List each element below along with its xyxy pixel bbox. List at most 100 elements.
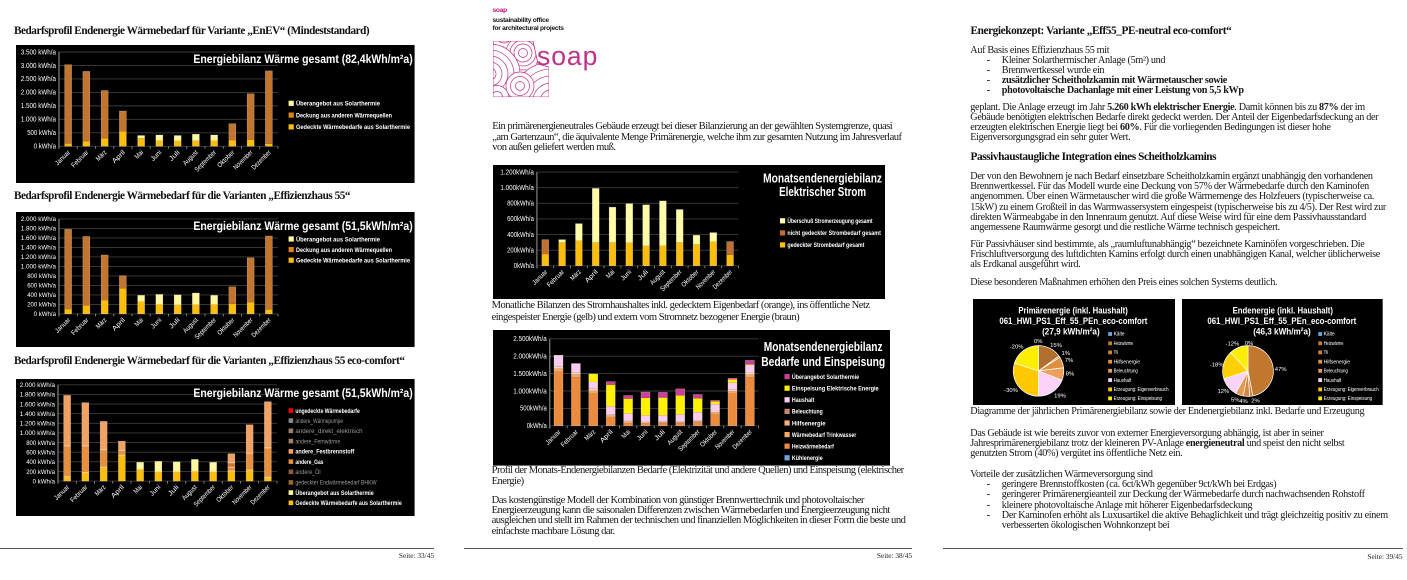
svg-text:Deckung aus anderen Wärmequell: Deckung aus anderen Wärmequellen: [296, 112, 392, 119]
svg-text:0%: 0%: [1034, 339, 1043, 345]
svg-text:8%: 8%: [1066, 372, 1075, 378]
svg-text:12%: 12%: [1218, 389, 1231, 395]
svg-text:ungedeckte Wärmebedarfe: ungedeckte Wärmebedarfe: [295, 408, 360, 415]
svg-text:200 kWh/a: 200 kWh/a: [27, 301, 56, 308]
svg-text:4%: 4%: [1239, 399, 1248, 405]
svg-text:Gedeckte Wärmebedarfe aus Sola: Gedeckte Wärmebedarfe aus Solarthermie: [295, 500, 402, 507]
svg-text:19%: 19%: [1054, 394, 1067, 400]
svg-text:47%: 47%: [1275, 367, 1288, 373]
svg-text:Haushalt: Haushalt: [1324, 378, 1342, 384]
svg-text:Endenergie (inkl. Haushalt): Endenergie (inkl. Haushalt): [1233, 306, 1333, 317]
svg-text:Energiebilanz Wärme gesamt (51: Energiebilanz Wärme gesamt (51,5kWh/m²a): [193, 220, 412, 233]
svg-text:Gedeckte Wärmebedarfe aus Sola: Gedeckte Wärmebedarfe aus Solarthermie: [296, 124, 410, 131]
svg-text:-12%: -12%: [1226, 342, 1240, 348]
svg-text:(27,9 kWh/m²a): (27,9 kWh/m²a): [1042, 327, 1100, 338]
svg-text:1.500kWh/a: 1.500kWh/a: [513, 371, 547, 378]
svg-text:Kühlenergie: Kühlenergie: [792, 455, 823, 462]
svg-text:andere_Öl: andere_Öl: [295, 468, 320, 476]
svg-text:7%: 7%: [1065, 358, 1074, 364]
svg-text:200kWh/a: 200kWh/a: [507, 247, 534, 254]
svg-text:Elektrischer Strom: Elektrischer Strom: [779, 183, 866, 198]
svg-text:Einspeisung Elektrische Energi: Einspeisung Elektrische Energie: [792, 386, 879, 393]
svg-text:800 kWh/a: 800 kWh/a: [26, 440, 55, 447]
svg-text:3.500 kWh/a: 3.500 kWh/a: [21, 49, 56, 56]
svg-text:800kWh/a: 800kWh/a: [507, 200, 534, 207]
svg-text:1.400 kWh/a: 1.400 kWh/a: [21, 244, 57, 251]
svg-text:Primärenergie (inkl. Haushalt): Primärenergie (inkl. Haushalt): [1018, 306, 1127, 317]
svg-text:Mai: Mai: [134, 316, 146, 328]
svg-text:2.000 kWh/a: 2.000 kWh/a: [21, 216, 57, 223]
svg-text:1.000 kWh/a: 1.000 kWh/a: [21, 116, 56, 123]
svg-text:Beleuchtung: Beleuchtung: [1114, 369, 1138, 375]
svg-text:3.000 kWh/a: 3.000 kWh/a: [21, 62, 56, 69]
svg-text:Kälte: Kälte: [1324, 332, 1335, 338]
svg-text:15%: 15%: [1050, 343, 1063, 349]
svg-text:Mai: Mai: [134, 149, 146, 161]
svg-text:Hilfsenergie: Hilfsenergie: [1114, 359, 1140, 365]
svg-text:Mai: Mai: [133, 484, 145, 496]
svg-text:Hilfsenergie: Hilfsenergie: [792, 421, 826, 428]
svg-text:1.200 kWh/a: 1.200 kWh/a: [20, 421, 56, 428]
svg-text:400 kWh/a: 400 kWh/a: [26, 460, 55, 467]
svg-text:nicht gedeckter Strombedarf ge: nicht gedeckter Strombedarf gesamt: [787, 230, 881, 237]
svg-text:TW: TW: [1114, 350, 1118, 356]
svg-text:1.400 kWh/a: 1.400 kWh/a: [20, 411, 56, 418]
svg-text:Haushalt: Haushalt: [1114, 378, 1132, 384]
svg-text:1.600 kWh/a: 1.600 kWh/a: [21, 235, 57, 242]
svg-text:Deckung aus anderen Wärmequell: Deckung aus anderen Wärmequellen: [296, 247, 392, 254]
svg-text:0%: 0%: [1245, 341, 1254, 347]
svg-text:400 kWh/a: 400 kWh/a: [27, 292, 56, 299]
svg-text:2.000 kWh/a: 2.000 kWh/a: [20, 382, 56, 389]
svg-text:Monatsendenergiebilanz: Monatsendenergiebilanz: [764, 339, 883, 354]
svg-text:andere_Fernwärme: andere_Fernwärme: [295, 439, 340, 446]
svg-text:Überschuß Stromerzeugung gesam: Überschuß Stromerzeugung gesamt: [787, 216, 873, 225]
svg-text:061_HWI_PS1_Eff_55_PEn_eco-com: 061_HWI_PS1_Eff_55_PEn_eco-comfort: [1207, 316, 1357, 327]
svg-text:2.000 kWh/a: 2.000 kWh/a: [21, 89, 56, 96]
svg-text:Beleuchtung: Beleuchtung: [792, 409, 823, 416]
svg-text:1.000kWh/a: 1.000kWh/a: [513, 389, 547, 396]
svg-text:2%: 2%: [1251, 399, 1260, 405]
svg-text:0 kWh/a: 0 kWh/a: [34, 311, 57, 318]
svg-text:Haushalt: Haushalt: [792, 397, 815, 404]
svg-text:Beleuchtung: Beleuchtung: [1324, 368, 1348, 374]
svg-text:-30%: -30%: [1004, 388, 1019, 394]
svg-text:1.200 kWh/a: 1.200 kWh/a: [21, 254, 57, 261]
svg-text:Heizwärme: Heizwärme: [1324, 341, 1344, 347]
svg-text:1.800 kWh/a: 1.800 kWh/a: [21, 225, 57, 232]
svg-text:061_HWI_PS1_Eff_55_PEn_eco-com: 061_HWI_PS1_Eff_55_PEn_eco-comfort: [999, 316, 1148, 327]
svg-text:andere_Gas: andere_Gas: [295, 459, 323, 466]
svg-text:-20%: -20%: [1010, 345, 1025, 351]
svg-text:1.600 kWh/a: 1.600 kWh/a: [20, 402, 56, 409]
svg-text:-18%: -18%: [1210, 363, 1224, 369]
svg-text:500 kWh/a: 500 kWh/a: [27, 130, 56, 137]
svg-text:gedeckter Strombedarf gesamt: gedeckter Strombedarf gesamt: [787, 242, 865, 249]
svg-text:Mai: Mai: [605, 268, 617, 280]
svg-text:600kWh/a: 600kWh/a: [507, 216, 534, 223]
svg-text:1.200kWh/a: 1.200kWh/a: [500, 169, 534, 176]
svg-text:Erzeugung: Eigenverbrauch: Erzeugung: Eigenverbrauch: [1324, 387, 1379, 393]
svg-text:Hilfsenergie: Hilfsenergie: [1324, 359, 1350, 365]
svg-text:Heizwärmebedarf: Heizwärmebedarf: [792, 444, 835, 451]
svg-text:Bedarfe und Einspeisung: Bedarfe und Einspeisung: [761, 354, 885, 369]
svg-text:0kWh/a: 0kWh/a: [526, 423, 546, 430]
svg-text:0kWh/a: 0kWh/a: [514, 263, 534, 270]
svg-text:400kWh/a: 400kWh/a: [507, 232, 534, 239]
svg-text:TW: TW: [1324, 350, 1328, 356]
svg-text:1.000 kWh/a: 1.000 kWh/a: [20, 431, 56, 438]
svg-text:2.000kWh/a: 2.000kWh/a: [513, 354, 547, 361]
svg-text:Erzeugung: Einspeisung: Erzeugung: Einspeisung: [1114, 396, 1162, 402]
svg-text:1%: 1%: [1061, 351, 1070, 357]
svg-text:Erzeugung: Eigenverbrauch: Erzeugung: Eigenverbrauch: [1114, 387, 1169, 393]
svg-text:Energiebilanz Wärme gesamt (51: Energiebilanz Wärme gesamt (51,5kWh/m²a): [193, 387, 412, 400]
svg-text:gedeckter Endwärmebedarf BHKW: gedeckter Endwärmebedarf BHKW: [295, 480, 376, 487]
svg-text:Mai: Mai: [620, 429, 632, 441]
svg-text:andere_Wärmepumpe: andere_Wärmepumpe: [295, 418, 343, 425]
svg-text:Überangebot Solarthermie: Überangebot Solarthermie: [792, 372, 860, 381]
svg-text:500kWh/a: 500kWh/a: [520, 406, 547, 413]
svg-text:Wärmebedarf Trinkwasser: Wärmebedarf Trinkwasser: [792, 432, 857, 439]
svg-text:Monatsendenergiebilanz: Monatsendenergiebilanz: [763, 170, 882, 185]
svg-text:200 kWh/a: 200 kWh/a: [26, 469, 55, 476]
svg-text:0 kWh/a: 0 kWh/a: [34, 143, 57, 150]
svg-text:1.000kWh/a: 1.000kWh/a: [500, 185, 534, 192]
svg-text:(46,3 kWh/m²a): (46,3 kWh/m²a): [1253, 327, 1311, 338]
